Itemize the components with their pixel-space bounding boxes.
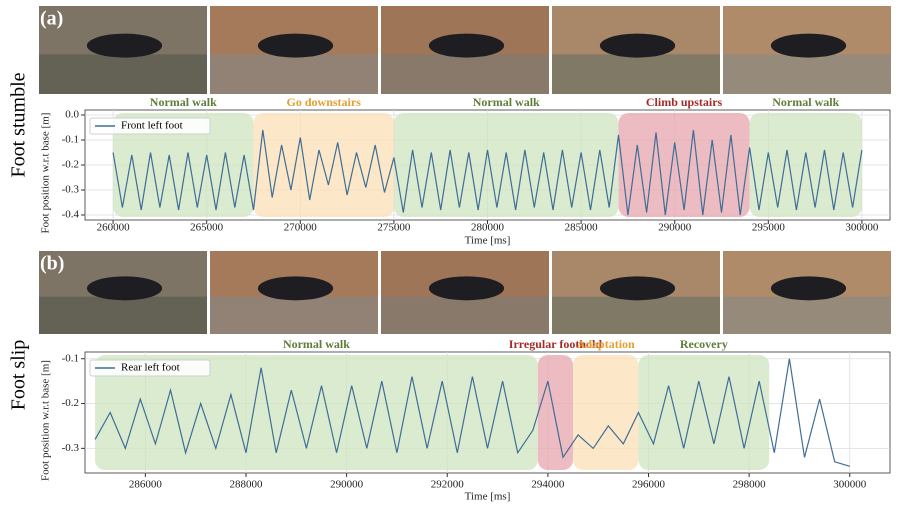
region bbox=[253, 113, 394, 217]
y-tick-label: -0.2 bbox=[62, 159, 79, 171]
y-tick-label: 0.0 bbox=[65, 109, 79, 121]
region-label: Adaptation bbox=[577, 337, 635, 351]
x-tick-label: 295000 bbox=[752, 222, 786, 234]
x-tick-label: 300000 bbox=[833, 479, 867, 491]
x-tick-label: 286000 bbox=[129, 479, 163, 491]
robot bbox=[770, 276, 847, 301]
region bbox=[113, 113, 254, 217]
region-label: Normal walk bbox=[150, 95, 217, 109]
region-label: Climb upstairs bbox=[646, 95, 723, 109]
panel-label: (a) bbox=[40, 8, 63, 30]
x-tick-label: 294000 bbox=[531, 479, 565, 491]
x-tick-label: 280000 bbox=[471, 222, 505, 234]
x-tick-label: 300000 bbox=[845, 222, 879, 234]
photo-shade bbox=[210, 54, 378, 94]
panel-label: (b) bbox=[40, 253, 64, 275]
region bbox=[393, 113, 619, 217]
region bbox=[638, 355, 770, 470]
x-tick-label: 288000 bbox=[230, 479, 264, 491]
region-label: Recovery bbox=[680, 337, 728, 351]
y-tick-label: -0.3 bbox=[62, 184, 80, 196]
region bbox=[618, 113, 750, 217]
x-tick-label: 290000 bbox=[658, 222, 692, 234]
y-tick-label: -0.2 bbox=[62, 397, 79, 409]
photo-shade bbox=[723, 54, 891, 94]
y-tick-label: -0.3 bbox=[62, 442, 80, 454]
photo-shade bbox=[381, 296, 549, 334]
x-tick-label: 298000 bbox=[733, 479, 767, 491]
x-tick-label: 290000 bbox=[330, 479, 364, 491]
region bbox=[537, 355, 574, 470]
legend-label: Front left foot bbox=[121, 120, 183, 132]
row-label: Foot stumble bbox=[8, 72, 30, 177]
region bbox=[573, 355, 639, 470]
data-line bbox=[94, 358, 850, 467]
y-axis-title: Foot position w.r.t base [m] bbox=[40, 113, 52, 234]
robot bbox=[257, 33, 334, 58]
y-tick-label: -0.1 bbox=[62, 134, 79, 146]
robot bbox=[86, 276, 163, 301]
photo-shade bbox=[552, 54, 720, 94]
y-tick-label: -0.4 bbox=[62, 209, 80, 221]
robot bbox=[428, 33, 505, 58]
x-axis-title: Time [ms] bbox=[465, 235, 511, 247]
x-axis-title: Time [ms] bbox=[465, 491, 511, 503]
robot bbox=[599, 276, 676, 301]
x-tick-label: 285000 bbox=[565, 222, 599, 234]
x-tick-label: 296000 bbox=[632, 479, 666, 491]
y-tick-label: -0.1 bbox=[62, 352, 79, 364]
photo-shade bbox=[723, 296, 891, 334]
region-label: Normal walk bbox=[473, 95, 540, 109]
region-label: Normal walk bbox=[772, 95, 839, 109]
photo-shade bbox=[39, 54, 207, 94]
x-tick-label: 260000 bbox=[97, 222, 131, 234]
row-label: Foot slip bbox=[8, 340, 30, 411]
photo-shade bbox=[39, 296, 207, 334]
photo-shade bbox=[552, 296, 720, 334]
photo-shade bbox=[381, 54, 549, 94]
x-tick-label: 292000 bbox=[431, 479, 465, 491]
x-tick-label: 270000 bbox=[284, 222, 318, 234]
data-line bbox=[112, 129, 863, 216]
legend-box bbox=[89, 359, 211, 377]
region-label: Go downstairs bbox=[287, 95, 362, 109]
region bbox=[95, 355, 538, 470]
region-label: Irregular foothold bbox=[509, 337, 603, 351]
photo-shade bbox=[210, 296, 378, 334]
x-tick-label: 265000 bbox=[190, 222, 224, 234]
robot bbox=[770, 33, 847, 58]
region-label: Normal walk bbox=[283, 337, 350, 351]
robot bbox=[257, 276, 334, 301]
robot bbox=[428, 276, 505, 301]
robot bbox=[86, 33, 163, 58]
x-tick-label: 275000 bbox=[377, 222, 411, 234]
y-axis-title: Foot position w.r.t base [m] bbox=[40, 360, 52, 481]
robot bbox=[599, 33, 676, 58]
region bbox=[749, 113, 862, 217]
legend-label: Rear left foot bbox=[121, 362, 180, 374]
legend-box bbox=[89, 117, 211, 135]
